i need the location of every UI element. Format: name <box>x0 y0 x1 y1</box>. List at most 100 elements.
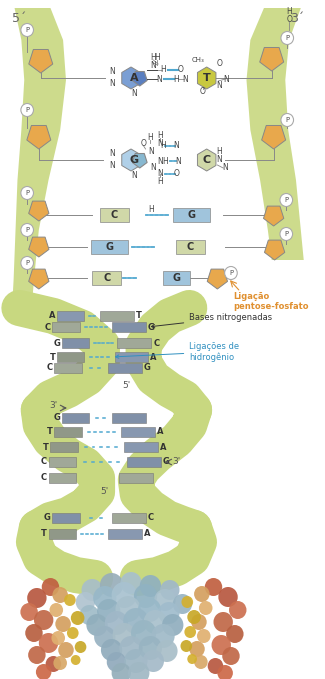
Text: Bases nitrogenadas: Bases nitrogenadas <box>151 313 272 328</box>
Text: H: H <box>150 54 156 62</box>
FancyBboxPatch shape <box>114 352 149 362</box>
Circle shape <box>180 640 192 652</box>
Text: C: C <box>40 473 46 483</box>
Text: C: C <box>153 339 160 348</box>
Circle shape <box>39 633 58 653</box>
Circle shape <box>229 601 246 619</box>
Text: 5´: 5´ <box>12 12 27 24</box>
Text: N: N <box>157 170 163 179</box>
Text: H: H <box>157 130 163 139</box>
Polygon shape <box>122 67 140 89</box>
Text: T: T <box>46 428 52 437</box>
FancyBboxPatch shape <box>52 513 80 523</box>
Text: N: N <box>157 156 163 166</box>
Circle shape <box>197 629 211 643</box>
Circle shape <box>71 655 81 665</box>
Circle shape <box>51 631 65 645</box>
Circle shape <box>154 589 176 611</box>
Polygon shape <box>132 153 147 168</box>
Text: G: G <box>53 414 60 422</box>
Circle shape <box>187 610 201 624</box>
FancyBboxPatch shape <box>127 457 161 467</box>
Text: 3': 3' <box>173 458 181 466</box>
Polygon shape <box>29 50 53 73</box>
Text: N: N <box>174 141 179 151</box>
FancyBboxPatch shape <box>52 322 80 332</box>
Polygon shape <box>198 67 216 89</box>
Text: C: C <box>103 273 111 283</box>
Polygon shape <box>260 48 284 71</box>
Text: 3´: 3´ <box>290 12 304 24</box>
Text: Ligações de
hidrogênio: Ligações de hidrogênio <box>115 342 239 362</box>
Text: N: N <box>150 164 156 172</box>
Circle shape <box>97 599 120 623</box>
Circle shape <box>105 611 128 635</box>
Text: O: O <box>200 88 206 96</box>
Text: P: P <box>284 197 288 203</box>
Circle shape <box>144 610 167 634</box>
Text: T: T <box>43 443 48 452</box>
Text: CH₃: CH₃ <box>191 57 204 63</box>
Circle shape <box>187 654 197 664</box>
Circle shape <box>119 636 143 660</box>
Text: A: A <box>130 73 138 83</box>
Circle shape <box>75 641 86 653</box>
Circle shape <box>53 656 67 670</box>
Polygon shape <box>29 201 49 221</box>
Text: N: N <box>110 67 115 75</box>
Text: C: C <box>187 242 194 252</box>
Circle shape <box>199 601 213 615</box>
Text: 3': 3' <box>49 401 58 411</box>
Circle shape <box>158 602 179 624</box>
Text: P: P <box>284 231 288 237</box>
Text: N: N <box>223 75 229 84</box>
Text: O: O <box>141 139 147 147</box>
Text: A: A <box>49 312 55 320</box>
Text: H: H <box>160 65 166 75</box>
FancyBboxPatch shape <box>54 363 82 373</box>
Text: —: — <box>156 67 162 73</box>
Circle shape <box>173 594 192 614</box>
Polygon shape <box>122 149 140 171</box>
FancyBboxPatch shape <box>111 413 146 423</box>
Circle shape <box>101 639 122 661</box>
Text: N: N <box>216 155 222 164</box>
Circle shape <box>217 665 233 679</box>
Text: N: N <box>150 60 156 69</box>
Text: H: H <box>286 7 292 16</box>
Circle shape <box>214 612 233 632</box>
Text: A: A <box>144 530 150 538</box>
Text: T: T <box>136 312 142 320</box>
Circle shape <box>194 586 210 602</box>
Text: G: G <box>129 155 138 165</box>
Circle shape <box>134 584 157 608</box>
FancyBboxPatch shape <box>48 457 76 467</box>
Circle shape <box>64 594 76 606</box>
FancyBboxPatch shape <box>100 208 129 222</box>
Circle shape <box>222 647 240 665</box>
Text: C: C <box>46 363 52 373</box>
Circle shape <box>93 586 116 610</box>
Text: 5': 5' <box>101 488 109 496</box>
FancyBboxPatch shape <box>108 363 142 373</box>
Circle shape <box>128 662 150 679</box>
FancyBboxPatch shape <box>117 338 151 348</box>
FancyBboxPatch shape <box>62 338 89 348</box>
Text: C: C <box>202 155 211 165</box>
Text: H: H <box>216 147 222 156</box>
Text: N: N <box>131 90 137 98</box>
Circle shape <box>162 614 183 636</box>
Circle shape <box>151 624 175 648</box>
FancyBboxPatch shape <box>54 427 82 437</box>
FancyBboxPatch shape <box>124 442 158 452</box>
Text: H: H <box>162 156 168 166</box>
Circle shape <box>36 664 51 679</box>
Circle shape <box>52 587 68 603</box>
Text: A: A <box>157 428 164 437</box>
Circle shape <box>205 578 222 596</box>
Text: N: N <box>182 75 188 84</box>
Text: N: N <box>176 156 181 166</box>
Text: 5': 5' <box>122 380 130 390</box>
Text: G: G <box>173 273 181 283</box>
Circle shape <box>21 103 33 117</box>
